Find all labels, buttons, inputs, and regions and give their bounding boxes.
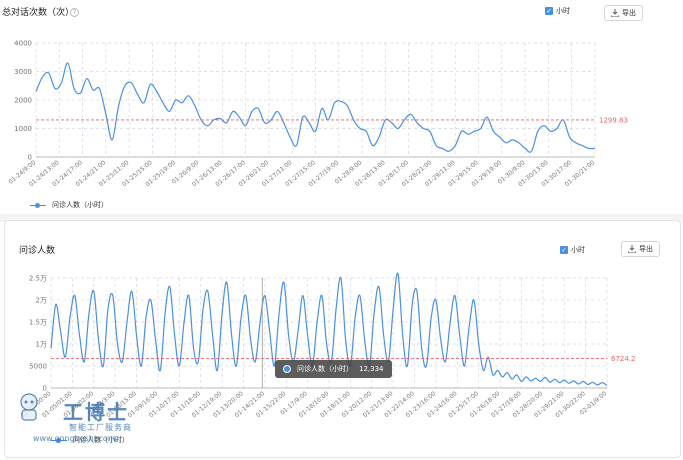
- export-button[interactable]: 导出: [621, 241, 660, 257]
- y-tick-label: 2万: [36, 297, 47, 305]
- panel-separator: [0, 214, 683, 222]
- chart-legend[interactable]: 问诊人数（小时）: [30, 200, 108, 210]
- chart-title: 总对话次数（次）: [2, 8, 75, 18]
- export-label: 导出: [622, 9, 636, 17]
- legend-line-marker-icon: [30, 201, 46, 209]
- y-tick-label: 4000: [14, 40, 32, 48]
- chart-panel-dialogs: 总对话次数（次） ? ✓ 小时 导出 0 1000 2000 3000 4000 01-2…: [0, 0, 683, 215]
- watermark-brand: 工博士: [63, 400, 129, 424]
- checkbox-label: 小时: [571, 246, 585, 254]
- export-label: 导出: [639, 245, 653, 253]
- download-icon: [628, 245, 636, 253]
- robot-mascot-icon: [20, 393, 38, 421]
- checkbox-label: 小时: [556, 7, 570, 15]
- hour-checkbox[interactable]: ✓ 小时: [560, 245, 585, 255]
- y-tick-label: 1.5万: [29, 319, 47, 327]
- legend-label: 问诊人数（小时）: [52, 201, 108, 209]
- download-icon: [611, 9, 619, 17]
- chart-legend[interactable]: 问诊人数（小时）: [51, 435, 129, 445]
- watermark-tagline: 智能工厂服务商: [69, 423, 132, 432]
- help-icon[interactable]: ?: [70, 8, 79, 17]
- series-line: [50, 272, 608, 386]
- line-chart-dialogs: 0100020003000400001-24/9:0001-24/13:0001…: [8, 40, 628, 189]
- checkbox-checked-icon: ✓: [560, 246, 568, 254]
- series-line: [35, 62, 596, 153]
- tooltip-value: 12,334: [359, 365, 384, 373]
- y-tick-label: 5000: [29, 363, 47, 371]
- chart-tooltip: 问诊人数（小时） 12,334: [275, 360, 392, 378]
- checkbox-checked-icon: ✓: [545, 7, 553, 15]
- export-button[interactable]: 导出: [604, 5, 643, 21]
- tooltip-label: 问诊人数（小时）: [297, 365, 353, 373]
- reference-line-label: 6724.2: [611, 355, 636, 363]
- y-tick-label: 1000: [14, 125, 32, 133]
- legend-label: 问诊人数（小时）: [73, 436, 129, 444]
- chart-title: 问诊人数: [19, 246, 56, 256]
- y-tick-label: 2.5万: [29, 275, 47, 283]
- chart-panel-consultations: 问诊人数 ✓ 小时 导出 050001万1.5万2万2.5万01-03/00:0…: [4, 220, 681, 458]
- y-tick-label: 3000: [14, 68, 32, 76]
- tooltip-series-dot-icon: [283, 365, 291, 373]
- legend-line-marker-icon: [51, 436, 67, 444]
- reference-line-label: 1299.83: [599, 116, 628, 124]
- y-tick-label: 0: [43, 385, 47, 393]
- watermark-url: www.gongboshi.com: [33, 434, 116, 443]
- watermark-logo: 工博士 智能工厂服务商 www.gongboshi.com: [13, 376, 143, 446]
- hour-checkbox[interactable]: ✓ 小时: [545, 6, 570, 16]
- y-tick-label: 1万: [36, 341, 47, 349]
- y-tick-label: 2000: [14, 97, 32, 105]
- y-tick-label: 0: [28, 154, 32, 162]
